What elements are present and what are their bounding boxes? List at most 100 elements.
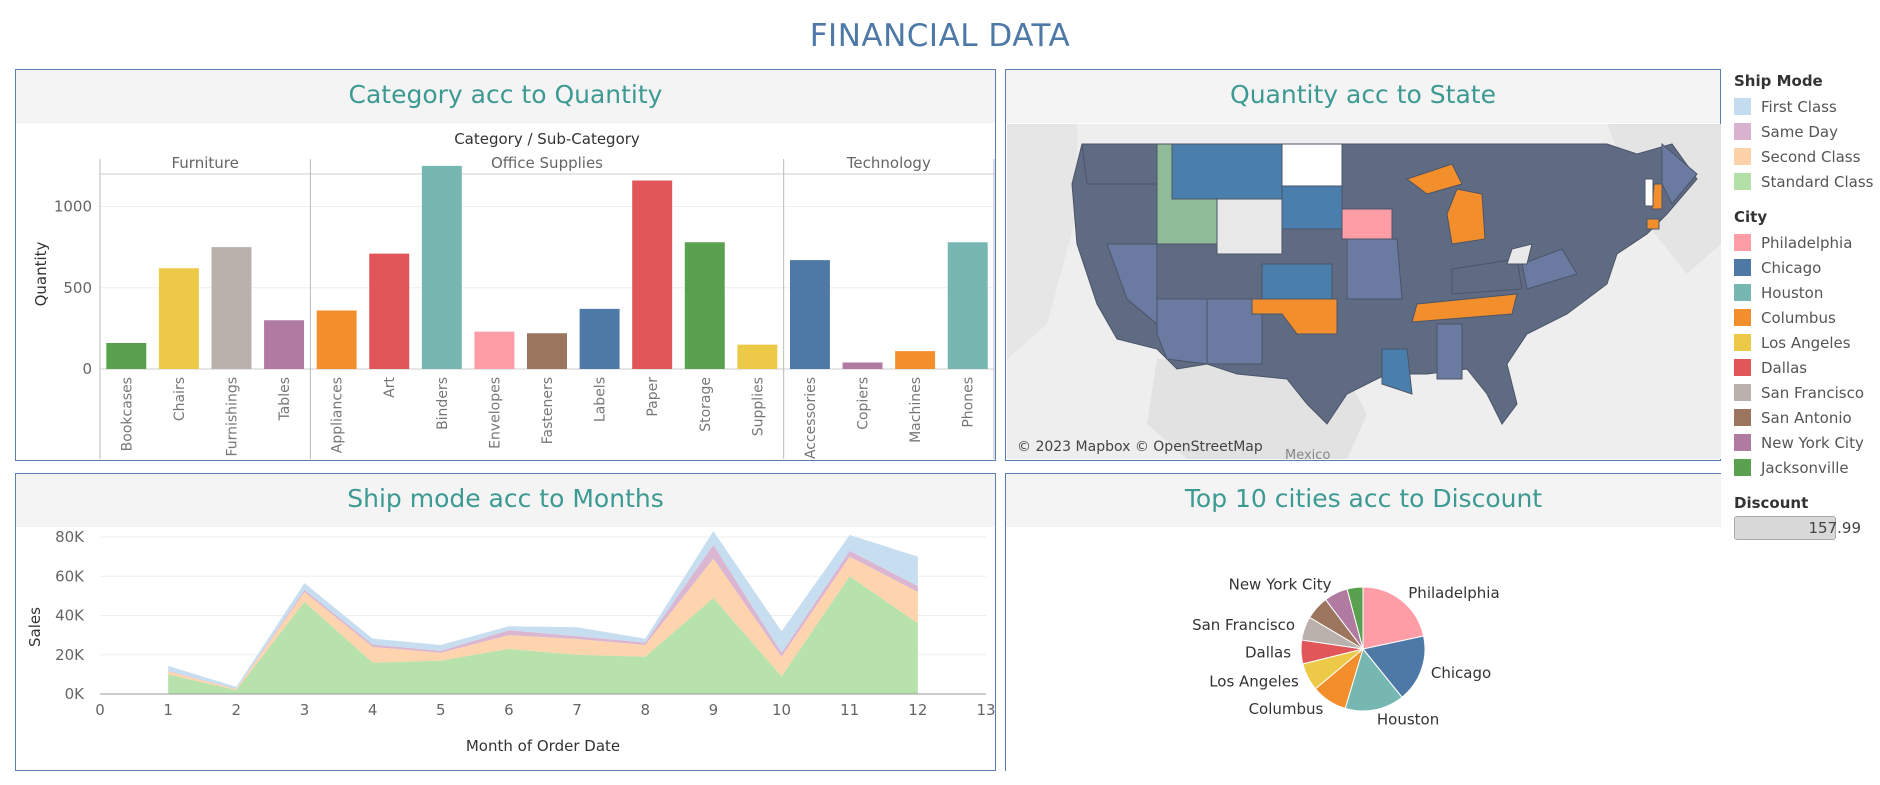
x-tick-label: 7 xyxy=(572,701,582,719)
state-map-panel: Quantity acc to State xyxy=(1005,69,1721,461)
state-louisiana[interactable] xyxy=(1381,348,1413,395)
x-tick-label: 10 xyxy=(772,701,791,719)
area-series xyxy=(168,556,918,691)
x-tick-label: 13 xyxy=(976,701,995,719)
discount-slider[interactable]: 157.99 xyxy=(1734,516,1861,540)
x-tick-label: Binders xyxy=(435,377,451,430)
city-legend-item[interactable]: San Francisco xyxy=(1734,380,1880,405)
city-legend-item[interactable]: Jacksonville xyxy=(1734,455,1880,480)
pie-label: New York City xyxy=(1229,575,1332,593)
city-legend-item[interactable]: Houston xyxy=(1734,280,1880,305)
legend-label: New York City xyxy=(1761,433,1864,452)
x-tick-label: Phones xyxy=(961,377,977,428)
state-new-mexico[interactable] xyxy=(1206,298,1263,365)
shipmode-months-panel: Ship mode acc to Months Sales 0K 20K 40K 60K… xyxy=(15,473,996,771)
bar xyxy=(789,260,830,369)
pie-label: San Francisco xyxy=(1192,616,1295,634)
state-west-virginia[interactable] xyxy=(1506,243,1533,265)
pie-slice xyxy=(1346,586,1364,650)
dashboard-title: FINANCIAL DATA xyxy=(809,18,1071,54)
legend-swatch xyxy=(1734,384,1751,401)
city-legend-item[interactable]: New York City xyxy=(1734,430,1880,455)
state-washington[interactable] xyxy=(1081,143,1158,185)
legend-swatch xyxy=(1734,234,1751,251)
area-series xyxy=(168,544,918,690)
state-iowa[interactable] xyxy=(1341,208,1393,240)
city-legend-item[interactable]: Philadelphia xyxy=(1734,230,1880,255)
pie-label: Columbus xyxy=(1249,700,1324,718)
group-label: Technology xyxy=(846,154,931,172)
x-tick-label: Art xyxy=(382,376,398,397)
city-legend-item[interactable]: Los Angeles xyxy=(1734,330,1880,355)
shipmode-legend-item[interactable]: First Class xyxy=(1734,94,1880,119)
bar xyxy=(421,165,462,369)
x-tick-label: Storage xyxy=(698,377,714,432)
legend-label: Columbus xyxy=(1761,308,1836,327)
pie-label: Philadelphia xyxy=(1408,584,1499,602)
state-michigan-upper[interactable] xyxy=(1405,163,1463,195)
legend-swatch xyxy=(1734,98,1751,115)
state-arizona[interactable] xyxy=(1156,298,1208,365)
bar xyxy=(579,308,620,369)
bar xyxy=(947,242,988,369)
legend-shipmode-list: First Class Same Day Second Class Standard … xyxy=(1734,94,1880,194)
x-tick-label: 5 xyxy=(436,701,446,719)
state-montana[interactable] xyxy=(1171,143,1283,200)
legend-swatch xyxy=(1734,259,1751,276)
legend-swatch xyxy=(1734,123,1751,140)
legend-label: Dallas xyxy=(1761,358,1808,377)
state-oklahoma[interactable] xyxy=(1251,298,1338,335)
panel-header: Category acc to Quantity xyxy=(16,70,995,123)
bar xyxy=(158,268,199,369)
city-legend-item[interactable]: Chicago xyxy=(1734,255,1880,280)
bar xyxy=(895,351,936,369)
area-series xyxy=(168,576,918,694)
bar xyxy=(474,331,515,369)
x-tick-label: 4 xyxy=(368,701,378,719)
city-legend-item[interactable]: Columbus xyxy=(1734,305,1880,330)
state-maine[interactable] xyxy=(1661,142,1698,205)
city-legend-item[interactable]: Dallas xyxy=(1734,355,1880,380)
state-wyoming[interactable] xyxy=(1216,198,1283,255)
legend-swatch xyxy=(1734,359,1751,376)
x-tick-label: 1 xyxy=(163,701,173,719)
legend-label: San Antonio xyxy=(1761,408,1852,427)
shipmode-legend-item[interactable]: Second Class xyxy=(1734,144,1880,169)
cities-discount-panel: Top 10 cities acc to Discount Philadelph… xyxy=(1005,473,1721,771)
x-tick-label: 8 xyxy=(640,701,650,719)
city-legend-item[interactable]: San Antonio xyxy=(1734,405,1880,430)
state-michigan[interactable] xyxy=(1446,188,1486,245)
shipmode-legend-item[interactable]: Standard Class xyxy=(1734,169,1880,194)
state-missouri[interactable] xyxy=(1346,238,1403,300)
y-tick-label: 20K xyxy=(55,646,85,664)
panel-title: Quantity acc to State xyxy=(1230,80,1496,109)
state-kansas[interactable] xyxy=(1261,263,1333,300)
x-tick-label: 3 xyxy=(300,701,310,719)
state-south-dakota[interactable] xyxy=(1281,185,1343,230)
state-connecticut[interactable] xyxy=(1646,218,1660,230)
state-map[interactable]: © 2023 Mapbox © OpenStreetMap Mexico xyxy=(1007,124,1721,459)
legend-swatch xyxy=(1734,284,1751,301)
state-north-dakota[interactable] xyxy=(1281,143,1343,187)
chart-header: Category / Sub-Category xyxy=(454,130,640,148)
discount-value: 157.99 xyxy=(1808,519,1862,537)
category-quantity-panel: Category acc to Quantity Category / Sub-… xyxy=(15,69,996,461)
legend-swatch xyxy=(1734,148,1751,165)
x-tick-label: Copiers xyxy=(856,377,872,430)
x-tick-label: 12 xyxy=(908,701,927,719)
shipmode-legend-item[interactable]: Same Day xyxy=(1734,119,1880,144)
legend-swatch xyxy=(1734,173,1751,190)
legend-label: Los Angeles xyxy=(1761,333,1851,352)
legend-label: Philadelphia xyxy=(1761,233,1853,252)
x-tick-label: Envelopes xyxy=(487,377,503,449)
state-alabama[interactable] xyxy=(1436,323,1463,380)
state-kentucky[interactable] xyxy=(1451,258,1523,295)
x-tick-label: Labels xyxy=(593,377,609,422)
x-tick-label: 0 xyxy=(95,701,105,719)
pie-slice xyxy=(1344,647,1403,712)
state-tennessee[interactable] xyxy=(1411,293,1518,323)
legend-swatch xyxy=(1734,334,1751,351)
x-tick-label: Tables xyxy=(277,377,293,422)
state-virginia[interactable] xyxy=(1521,248,1578,290)
state-vermont[interactable] xyxy=(1644,178,1654,207)
